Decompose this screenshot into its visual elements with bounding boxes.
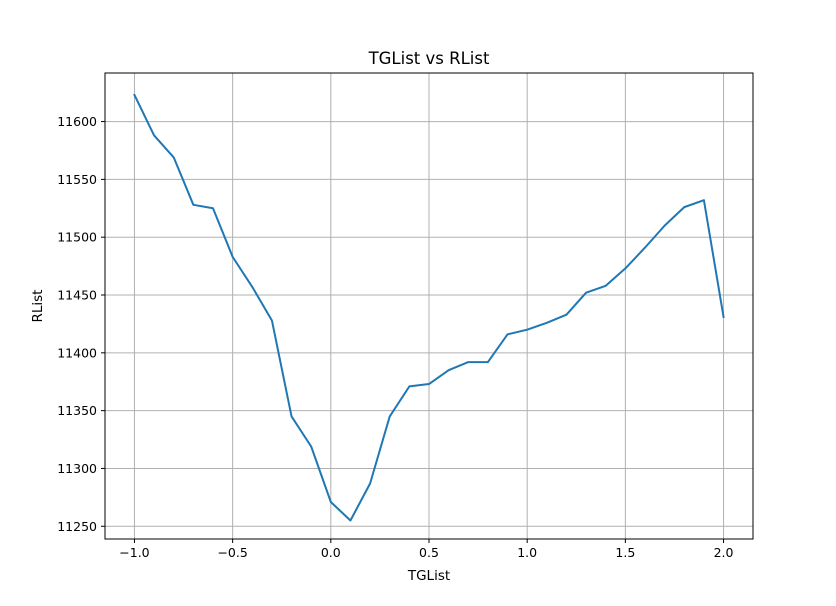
grid: [105, 73, 753, 539]
chart-title: TGList vs RList: [368, 49, 490, 68]
y-tick-label: 11250: [57, 519, 97, 534]
y-tick-label: 11550: [57, 172, 97, 187]
x-tick-label: −0.5: [217, 545, 247, 560]
y-tick-label: 11600: [57, 114, 97, 129]
x-axis-label: TGList: [407, 568, 450, 584]
x-tick-label: 0.5: [419, 545, 439, 560]
x-tick-label: 0.0: [321, 545, 341, 560]
y-tick-label: 11300: [57, 461, 97, 476]
y-axis-label: RList: [30, 290, 46, 323]
x-axis-ticks: −1.0 −0.5 0.0 0.5 1.0 1.5 2.0: [119, 539, 734, 560]
y-tick-label: 11400: [57, 345, 97, 360]
y-axis-ticks: 11250 11300 11350 11400 11450 11500 11550 11600: [57, 114, 105, 534]
y-tick-label: 11450: [57, 288, 97, 303]
y-tick-label: 11350: [57, 403, 97, 418]
x-tick-label: 1.0: [517, 545, 537, 560]
x-tick-label: −1.0: [119, 545, 149, 560]
x-tick-label: 1.5: [615, 545, 635, 560]
x-tick-label: 2.0: [714, 545, 734, 560]
y-tick-label: 11500: [57, 230, 97, 245]
series-layer: [133, 93, 725, 522]
